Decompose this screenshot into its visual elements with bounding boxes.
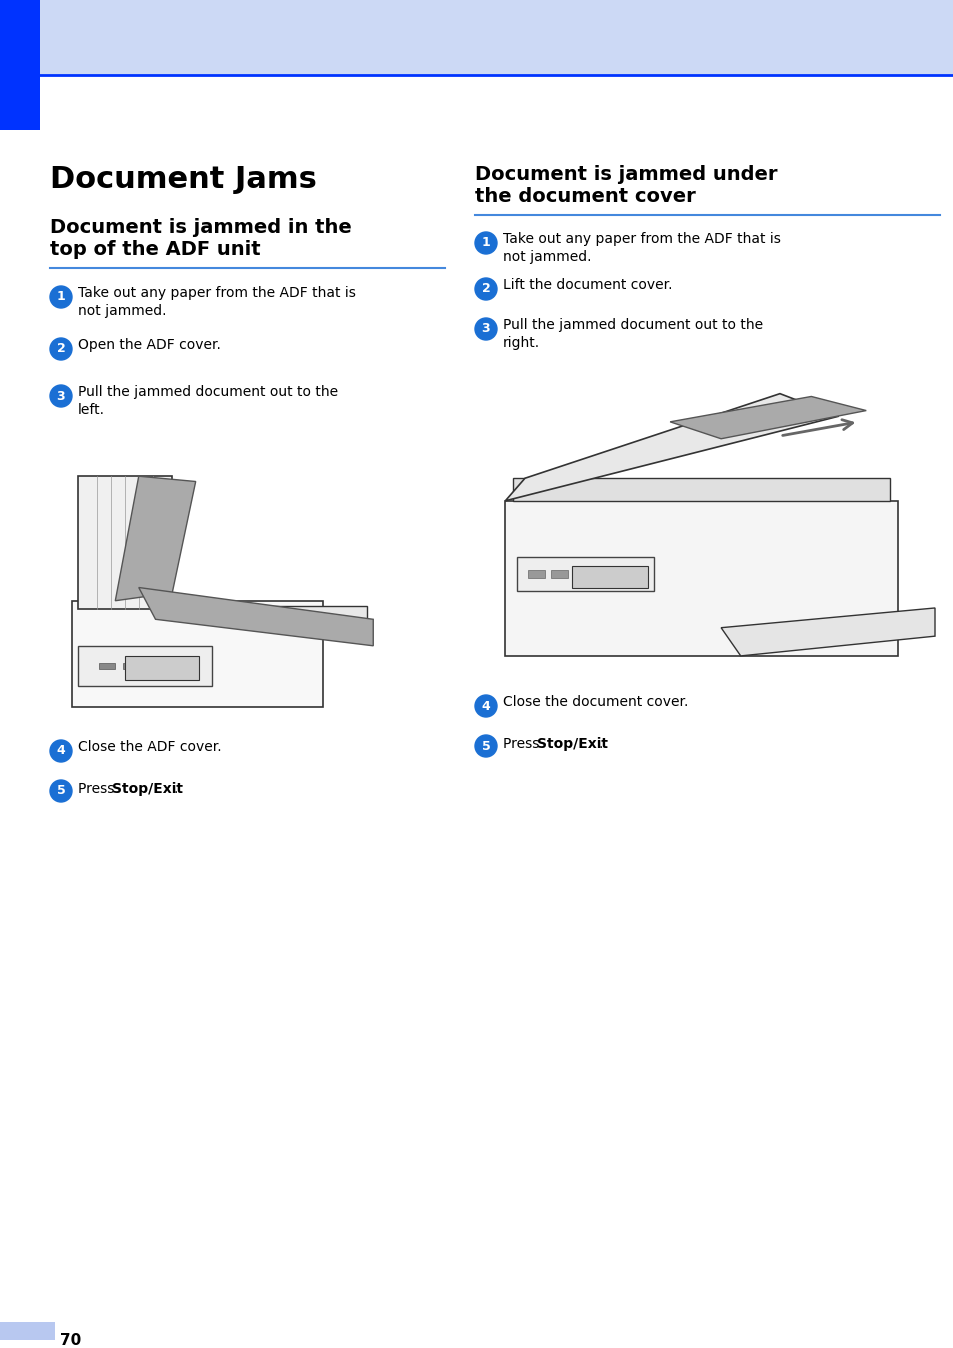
Bar	[620, 570, 638, 578]
Bar	[517, 557, 654, 590]
Text: 1: 1	[56, 291, 66, 303]
Bar	[528, 570, 544, 578]
Text: .: .	[598, 737, 602, 751]
Bar	[123, 663, 138, 669]
Bar	[98, 663, 114, 669]
Bar	[147, 663, 163, 669]
Bar	[575, 570, 591, 578]
Circle shape	[475, 278, 497, 301]
Circle shape	[475, 735, 497, 758]
Bar	[598, 570, 614, 578]
Bar	[0, 1322, 55, 1340]
Text: 2: 2	[56, 342, 66, 356]
Circle shape	[50, 780, 71, 802]
Text: 5: 5	[481, 740, 490, 752]
Polygon shape	[138, 588, 373, 646]
Text: Close the document cover.: Close the document cover.	[502, 696, 688, 709]
Bar	[171, 663, 187, 669]
Text: Stop/Exit: Stop/Exit	[537, 737, 607, 751]
Text: .: .	[173, 782, 178, 797]
Bar	[572, 566, 647, 588]
Text: Take out any paper from the ADF that is
not jammed.: Take out any paper from the ADF that is …	[78, 286, 355, 318]
Polygon shape	[720, 608, 934, 656]
Text: Document Jams: Document Jams	[50, 164, 316, 194]
Bar	[551, 570, 567, 578]
Circle shape	[475, 232, 497, 253]
Text: Pull the jammed document out to the
left.: Pull the jammed document out to the left…	[78, 386, 337, 418]
Bar	[505, 501, 897, 656]
Bar	[40, 0, 953, 75]
Text: Pull the jammed document out to the
right.: Pull the jammed document out to the righ…	[502, 318, 762, 350]
Text: 1: 1	[481, 236, 490, 249]
Polygon shape	[505, 394, 838, 501]
Text: 5: 5	[56, 785, 66, 798]
Bar	[78, 476, 172, 609]
Bar	[125, 655, 199, 679]
Circle shape	[475, 318, 497, 340]
Bar	[71, 601, 323, 706]
Text: Document is jammed in the: Document is jammed in the	[50, 218, 352, 237]
Text: Press: Press	[78, 782, 118, 797]
Bar	[0, 0, 40, 129]
Circle shape	[50, 386, 71, 407]
Text: Lift the document cover.: Lift the document cover.	[502, 278, 672, 293]
Text: Open the ADF cover.: Open the ADF cover.	[78, 338, 221, 352]
Circle shape	[50, 286, 71, 307]
Text: 2: 2	[481, 283, 490, 295]
Text: Take out any paper from the ADF that is
not jammed.: Take out any paper from the ADF that is …	[502, 232, 781, 264]
Bar	[513, 479, 889, 501]
Text: 4: 4	[56, 744, 66, 758]
Text: 3: 3	[481, 322, 490, 336]
Text: Stop/Exit: Stop/Exit	[112, 782, 183, 797]
Text: Press: Press	[502, 737, 543, 751]
Circle shape	[50, 740, 71, 762]
Text: top of the ADF unit: top of the ADF unit	[50, 240, 260, 259]
Text: the document cover: the document cover	[475, 187, 695, 206]
Bar	[166, 607, 366, 619]
Polygon shape	[115, 476, 195, 601]
Text: 4: 4	[481, 700, 490, 713]
Text: Close the ADF cover.: Close the ADF cover.	[78, 740, 221, 754]
Text: Document is jammed under: Document is jammed under	[475, 164, 777, 183]
Circle shape	[475, 696, 497, 717]
Circle shape	[50, 338, 71, 360]
Text: 3: 3	[56, 390, 65, 403]
Bar	[78, 646, 213, 686]
Polygon shape	[669, 396, 865, 438]
Text: 70: 70	[60, 1333, 81, 1348]
